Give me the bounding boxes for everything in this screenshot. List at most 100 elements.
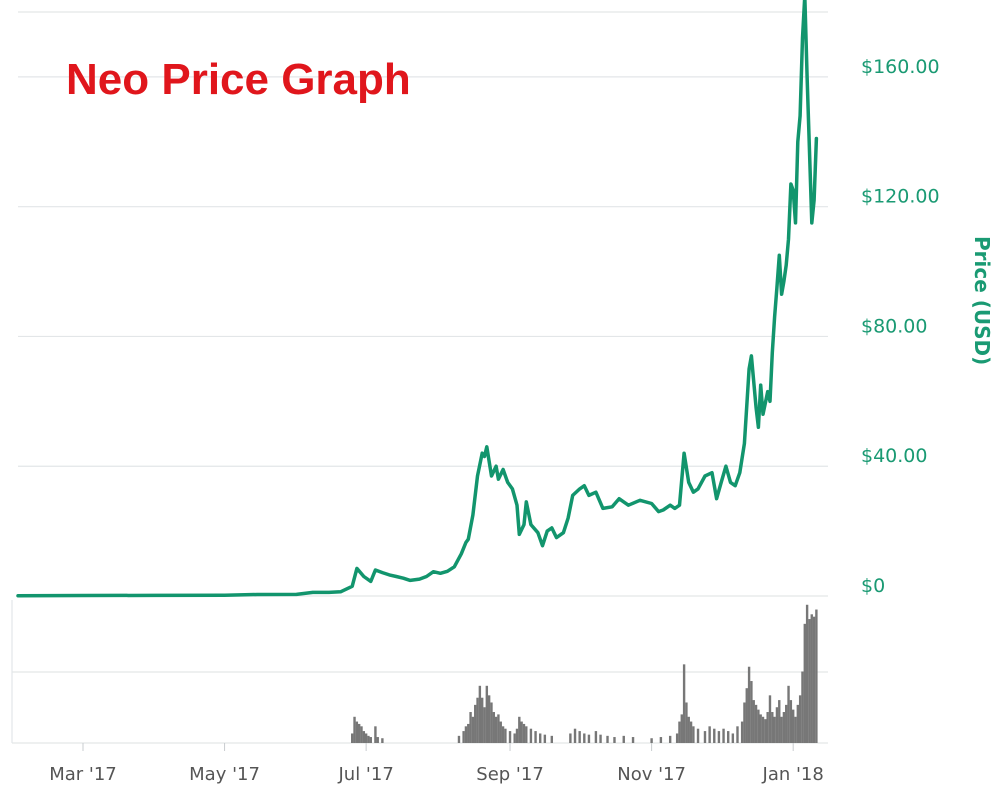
volume-bar-77 bbox=[745, 688, 748, 743]
volume-bar-58 bbox=[675, 733, 679, 743]
volume-bar-70 bbox=[717, 731, 721, 743]
volume-bar-44 bbox=[569, 733, 572, 743]
volume-bar-59 bbox=[678, 721, 681, 743]
volume-bar-24 bbox=[487, 695, 491, 743]
y-tick-label-1: $40.00 bbox=[861, 445, 927, 467]
volume-bar-43 bbox=[550, 735, 554, 743]
volume-bar-15 bbox=[467, 723, 470, 743]
x-tick-label-1: May '17 bbox=[189, 764, 260, 785]
volume-bar-78 bbox=[747, 666, 751, 743]
volume-bar-65 bbox=[692, 726, 695, 743]
volume-bar-95 bbox=[787, 685, 790, 743]
price-series bbox=[16, 0, 819, 598]
y-tick-label-3: $120.00 bbox=[861, 186, 940, 208]
volume-bar-64 bbox=[689, 721, 693, 743]
volume-bar-47 bbox=[583, 733, 586, 743]
volume-bar-51 bbox=[606, 735, 609, 743]
volume-bar-25 bbox=[490, 702, 493, 743]
volume-bar-68 bbox=[708, 726, 711, 743]
volume-bar-42 bbox=[543, 734, 547, 743]
volume-bar-86 bbox=[766, 712, 769, 743]
volume-bar-52 bbox=[613, 737, 616, 743]
volume-bar-55 bbox=[650, 738, 653, 743]
y-tick-label-2: $80.00 bbox=[861, 315, 927, 337]
volume-bar-89 bbox=[773, 716, 776, 743]
volume-bar-3 bbox=[357, 723, 361, 743]
volume-bar-37 bbox=[522, 723, 526, 743]
volume-bar-53 bbox=[622, 735, 625, 743]
volume-bar-74 bbox=[736, 726, 739, 743]
volume-bar-88 bbox=[771, 712, 774, 743]
volume-bar-98 bbox=[794, 716, 797, 743]
volume-bar-16 bbox=[469, 712, 472, 743]
volume-bar-22 bbox=[483, 707, 486, 743]
volume-bar-8 bbox=[369, 737, 372, 743]
volume-bar-57 bbox=[668, 735, 672, 743]
volume-bar-1 bbox=[353, 716, 356, 743]
gridlines bbox=[11, 11, 828, 744]
volume-bar-31 bbox=[504, 728, 507, 743]
volume-bar-14 bbox=[464, 726, 468, 743]
volume-bar-105 bbox=[810, 614, 813, 743]
volume-bar-72 bbox=[727, 731, 730, 743]
volume-bar-6 bbox=[364, 733, 368, 743]
volume-bar-17 bbox=[471, 716, 475, 743]
volume-bar-4 bbox=[360, 726, 363, 743]
volume-bar-75 bbox=[740, 721, 744, 743]
volume-bar-66 bbox=[696, 728, 700, 743]
x-axis-ticks: Mar '17 May '17 Jul '17 Sep '17 Nov '17 Jan '… bbox=[49, 743, 824, 785]
volume-bar-54 bbox=[631, 737, 635, 743]
volume-bar-41 bbox=[539, 733, 542, 743]
volume-bars bbox=[351, 604, 818, 743]
volume-bar-96 bbox=[789, 700, 793, 743]
volume-bar-67 bbox=[703, 731, 707, 743]
volume-bar-26 bbox=[492, 712, 495, 743]
volume-bar-81 bbox=[754, 704, 758, 743]
volume-bar-10 bbox=[376, 737, 379, 743]
volume-bar-46 bbox=[578, 731, 581, 743]
volume-bar-76 bbox=[743, 702, 746, 743]
volume-bar-79 bbox=[750, 681, 753, 743]
volume-bar-92 bbox=[780, 716, 783, 743]
volume-bar-0 bbox=[351, 733, 354, 743]
y-axis-label: Price (USD) bbox=[970, 236, 994, 365]
x-tick-label-5: Jan '18 bbox=[762, 764, 824, 785]
volume-bar-50 bbox=[599, 734, 602, 743]
volume-bar-91 bbox=[778, 700, 781, 743]
price-line bbox=[16, 0, 819, 598]
volume-bar-80 bbox=[752, 700, 755, 743]
volume-bar-107 bbox=[815, 609, 818, 743]
volume-bar-21 bbox=[480, 697, 484, 743]
x-tick-label-3: Sep '17 bbox=[476, 764, 544, 785]
y-tick-label-0: $0 bbox=[861, 575, 885, 597]
volume-bar-94 bbox=[785, 704, 788, 743]
volume-bar-87 bbox=[768, 695, 772, 743]
volume-bar-34 bbox=[515, 728, 519, 743]
volume-bar-60 bbox=[680, 714, 683, 743]
volume-bar-97 bbox=[791, 709, 795, 743]
volume-bar-82 bbox=[757, 709, 760, 743]
volume-bar-49 bbox=[594, 731, 598, 743]
volume-bar-45 bbox=[573, 728, 577, 743]
volume-bar-83 bbox=[759, 714, 762, 743]
y-axis-ticks: $0 $40.00 $80.00 $120.00 $160.00 bbox=[861, 56, 940, 597]
volume-bar-71 bbox=[722, 728, 725, 743]
volume-bar-9 bbox=[374, 726, 377, 743]
y-tick-label-4: $160.00 bbox=[861, 56, 940, 78]
volume-bar-56 bbox=[659, 737, 663, 743]
volume-bar-13 bbox=[462, 731, 465, 743]
volume-bar-99 bbox=[796, 704, 800, 743]
volume-bar-63 bbox=[687, 716, 690, 743]
volume-bar-84 bbox=[761, 716, 765, 743]
volume-bar-20 bbox=[478, 685, 482, 743]
volume-bar-100 bbox=[798, 695, 802, 743]
volume-bar-102 bbox=[803, 623, 806, 743]
volume-bar-106 bbox=[812, 616, 816, 743]
volume-bar-36 bbox=[520, 721, 523, 743]
x-tick-label-2: Jul '17 bbox=[337, 764, 393, 785]
volume-bar-23 bbox=[485, 685, 489, 743]
volume-bar-48 bbox=[587, 734, 591, 743]
volume-bar-40 bbox=[534, 731, 537, 743]
volume-bar-73 bbox=[731, 733, 735, 743]
